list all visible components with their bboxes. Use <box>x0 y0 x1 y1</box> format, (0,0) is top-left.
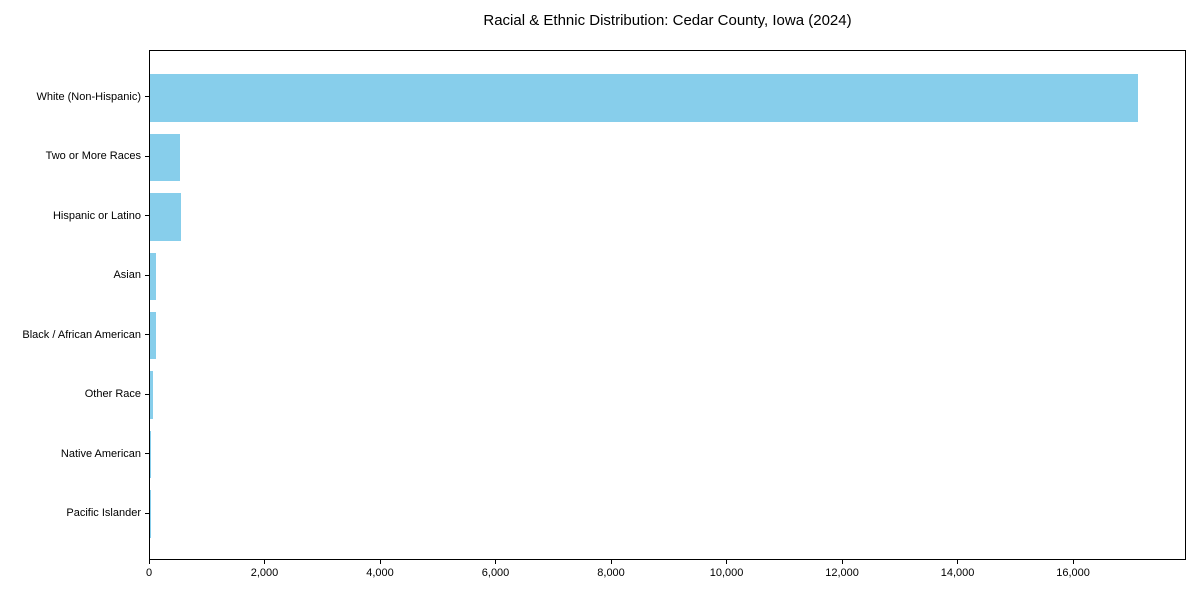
y-tick-label-pacific-islander: Pacific Islander <box>66 507 141 520</box>
x-tick-label-2000: 2,000 <box>250 567 279 579</box>
chart-title: Racial & Ethnic Distribution: Cedar Coun… <box>483 12 852 29</box>
y-tick-mark <box>145 393 149 395</box>
x-tick-mark <box>610 560 612 564</box>
y-tick-mark <box>145 453 149 455</box>
y-tick-mark <box>145 512 149 514</box>
bar-black-african-american <box>150 311 156 360</box>
x-tick-label-10000: 10,000 <box>709 567 744 579</box>
bar-two-or-more-races <box>150 133 181 182</box>
y-tick-mark <box>145 215 149 217</box>
y-tick-mark <box>145 96 149 98</box>
y-tick-label-two-or-more-races: Two or More Races <box>45 150 141 163</box>
x-tick-label-4000: 4,000 <box>366 567 394 579</box>
x-tick-label-14000: 14,000 <box>940 567 975 579</box>
x-tick-label-0: 0 <box>145 567 153 579</box>
bar-hispanic-or-latino <box>150 193 181 241</box>
y-tick-mark <box>145 274 149 276</box>
x-tick-mark <box>957 560 959 564</box>
bar-other-race <box>150 371 153 419</box>
bar-asian <box>150 252 157 301</box>
y-tick-mark <box>145 334 149 336</box>
x-tick-mark <box>264 560 265 564</box>
x-tick-label-6000: 6,000 <box>481 567 510 579</box>
bar-white-non-hispanic <box>150 74 1138 122</box>
x-tick-mark <box>1072 560 1074 564</box>
y-tick-label-hispanic-or-latino: Hispanic or Latino <box>52 209 141 222</box>
x-tick-label-12000: 12,000 <box>825 567 859 579</box>
plot-area <box>149 50 1186 560</box>
y-tick-label-other-race: Other Race <box>84 388 141 401</box>
bar-native-american <box>150 430 151 479</box>
y-tick-label-asian: Asian <box>113 269 141 282</box>
y-tick-mark <box>145 155 149 157</box>
y-tick-label-native-american: Native American <box>60 447 141 460</box>
x-tick-label-8000: 8,000 <box>597 567 625 579</box>
x-tick-label-16000: 16,000 <box>1056 567 1090 579</box>
x-tick-mark <box>841 560 843 564</box>
x-tick-mark <box>495 560 497 564</box>
y-tick-label-black-african-american: Black / African American <box>22 328 141 341</box>
y-tick-label-white-non-hispanic: White (Non-Hispanic) <box>36 90 141 103</box>
x-tick-mark <box>379 560 381 564</box>
x-tick-mark <box>148 560 150 564</box>
x-tick-mark <box>726 560 728 564</box>
